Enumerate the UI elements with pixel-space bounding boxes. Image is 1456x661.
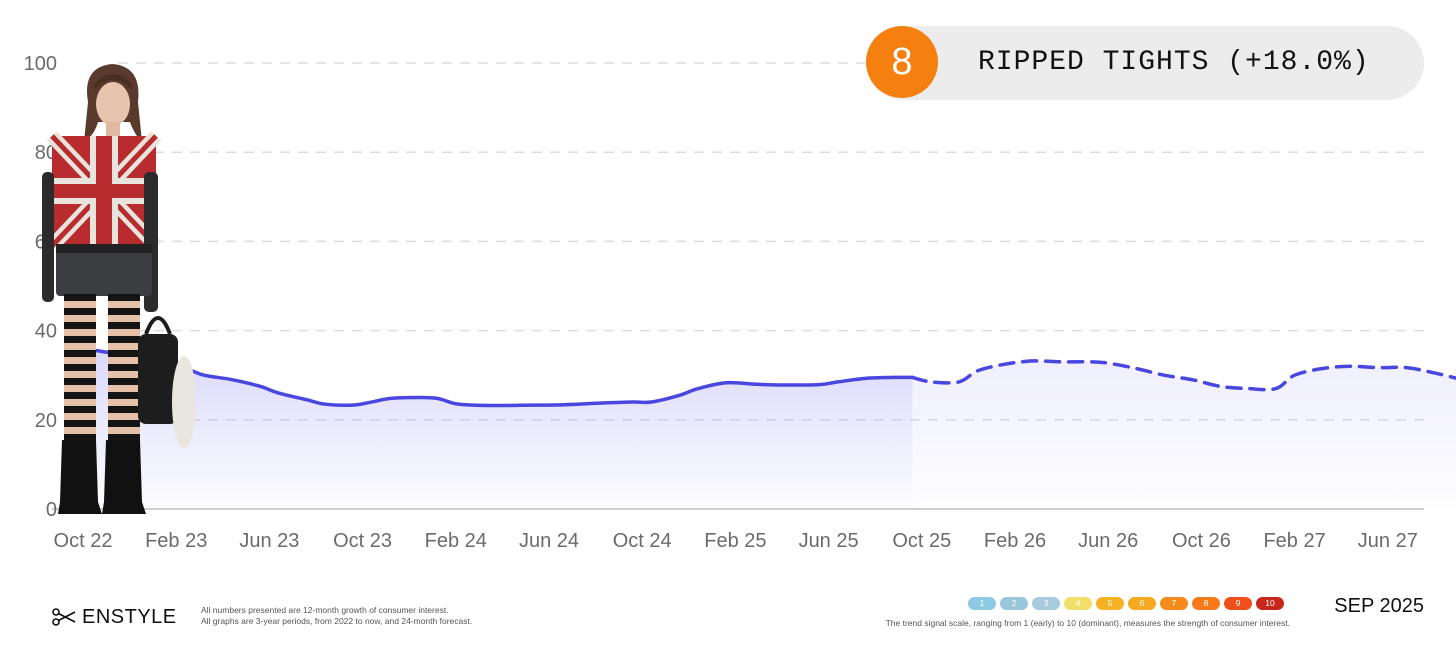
actual-area <box>83 348 913 509</box>
x-tick-label: Oct 22 <box>54 530 113 552</box>
x-tick-label: Jun 24 <box>519 530 579 552</box>
signal-scale-pill: 5 <box>1096 597 1124 610</box>
forecast-line <box>910 359 1456 392</box>
x-tick-label: Oct 23 <box>333 530 392 552</box>
signal-scale-pill: 1 <box>968 597 996 610</box>
y-tick-label: 100 <box>24 53 57 75</box>
signal-scale-pill: 2 <box>1000 597 1028 610</box>
report-date: SEP 2025 <box>1334 595 1424 617</box>
signal-scale-caption: The trend signal scale, ranging from 1 (… <box>885 618 1290 628</box>
y-tick-label: 0 <box>46 499 57 521</box>
disclaimer-line-1: All numbers presented are 12-month growt… <box>201 605 449 615</box>
signal-scale-pill: 4 <box>1064 597 1092 610</box>
x-tick-label: Feb 23 <box>145 530 207 552</box>
model-photo <box>42 64 196 514</box>
signal-scale-pill: 9 <box>1224 597 1252 610</box>
trend-rank-badge: 8 <box>866 26 938 98</box>
brand-name: ENSTYLE <box>82 605 177 628</box>
y-tick-label: 40 <box>35 321 57 343</box>
x-tick-label: Feb 25 <box>704 530 766 552</box>
signal-scale-pill: 7 <box>1160 597 1188 610</box>
scissors-icon <box>52 608 76 626</box>
signal-scale-pill: 10 <box>1256 597 1284 610</box>
signal-scale-pill: 8 <box>1192 597 1220 610</box>
disclaimer: All numbers presented are 12-month growt… <box>201 605 472 627</box>
disclaimer-line-2: All graphs are 3-year periods, from 2022… <box>201 616 473 626</box>
x-tick-label: Jun 23 <box>239 530 299 552</box>
trend-title: RIPPED TIGHTS (+18.0%) <box>978 47 1370 78</box>
x-tick-label: Oct 24 <box>613 530 672 552</box>
x-tick-label: Jun 26 <box>1078 530 1138 552</box>
x-tick-label: Feb 27 <box>1263 530 1325 552</box>
y-tick-label: 80 <box>35 142 57 164</box>
x-tick-label: Feb 26 <box>984 530 1046 552</box>
actual-line <box>81 346 915 408</box>
signal-scale-pill: 6 <box>1128 597 1156 610</box>
trend-title-pill: 8 RIPPED TIGHTS (+18.0%) <box>866 26 1424 100</box>
signal-scale-pill: 3 <box>1032 597 1060 610</box>
x-tick-label: Feb 24 <box>425 530 487 552</box>
y-tick-label: 20 <box>35 410 57 432</box>
forecast-area <box>912 360 1456 509</box>
x-tick-label: Oct 26 <box>1172 530 1231 552</box>
x-tick-label: Jun 27 <box>1358 530 1418 552</box>
brand-logo: ENSTYLE <box>52 604 177 630</box>
x-tick-label: Jun 25 <box>799 530 859 552</box>
x-tick-label: Oct 25 <box>892 530 951 552</box>
signal-scale: 1 2 3 4 5 6 7 8 9 10 <box>968 597 1284 610</box>
